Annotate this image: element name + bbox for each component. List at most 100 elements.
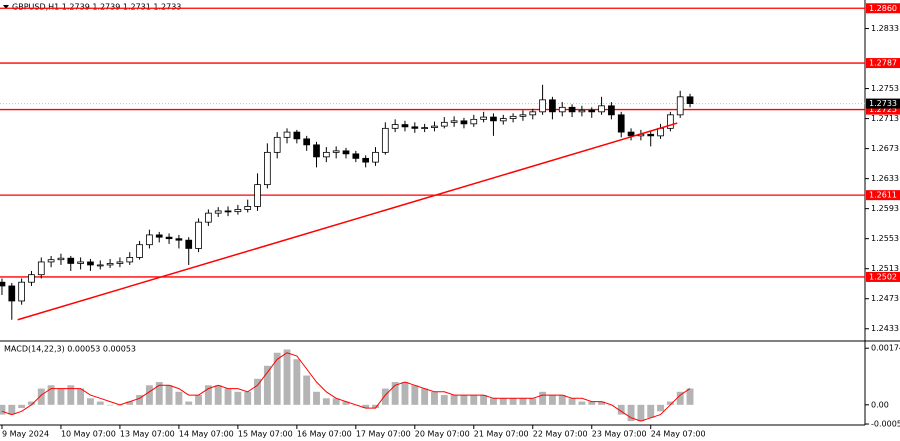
- candle-body: [450, 120, 458, 123]
- macd-bar: [637, 404, 645, 422]
- candle-body: [254, 184, 261, 207]
- macd-bar: [450, 395, 458, 405]
- candle-body: [67, 257, 75, 264]
- candle-body: [342, 150, 350, 155]
- candle-body: [411, 126, 419, 129]
- candle-body: [617, 114, 625, 133]
- candle-body: [381, 127, 389, 153]
- candle-body: [57, 257, 65, 261]
- macd-bar: [480, 395, 488, 405]
- candle-body: [480, 116, 487, 120]
- x-tick-label: 16 May 07:00: [297, 430, 352, 439]
- candle-body: [568, 106, 576, 113]
- y-tick-label: 1.2433: [871, 324, 899, 333]
- macd-bar: [195, 395, 202, 405]
- macd-bar: [283, 349, 291, 405]
- macd-bar: [558, 395, 566, 405]
- y-tick-label: -0.00059: [871, 420, 900, 429]
- candle-body: [549, 99, 556, 113]
- candle-body: [322, 151, 330, 158]
- macd-bar: [509, 398, 517, 405]
- current-price-box: [866, 98, 900, 109]
- macd-bar: [342, 401, 350, 405]
- candle-body: [490, 116, 497, 122]
- candle-body: [588, 109, 596, 113]
- macd-bar: [499, 398, 507, 405]
- x-tick-label: 21 May 07:00: [474, 430, 529, 439]
- macd-bar: [145, 385, 153, 405]
- macd-bar: [273, 352, 281, 405]
- macd-bar: [234, 391, 242, 405]
- macd-bar: [401, 382, 409, 405]
- macd-bar: [37, 388, 45, 405]
- candle-body: [0, 281, 6, 287]
- current-price-label: 1.2733: [869, 99, 897, 108]
- macd-bar: [185, 401, 193, 405]
- candle-body: [667, 114, 674, 129]
- level-label-box: [866, 58, 900, 69]
- level-label: 1.2611: [869, 191, 897, 200]
- macd-bar: [175, 391, 183, 405]
- macd-bar: [372, 404, 379, 409]
- macd-bar: [381, 388, 389, 405]
- candle-body: [244, 206, 252, 210]
- macd-bar: [57, 388, 65, 405]
- candle-body: [185, 239, 193, 249]
- chart-title: GBPUSD,H1 1.2739 1.2739 1.2731 1.2733: [12, 3, 181, 12]
- macd-bar: [254, 378, 261, 405]
- level-label-box: [866, 104, 900, 115]
- y-tick-label: 1.2833: [871, 24, 899, 33]
- y-tick-label: 1.2553: [871, 234, 899, 243]
- candle-body: [136, 244, 143, 258]
- macd-bar: [136, 395, 144, 405]
- macd-bar: [627, 404, 635, 422]
- macd-bar: [578, 401, 586, 405]
- candle-body: [18, 281, 25, 302]
- y-tick-label: 1.2473: [871, 294, 899, 303]
- macd-bar: [539, 391, 547, 405]
- macd-bar: [28, 401, 35, 405]
- macd-bar: [548, 395, 556, 405]
- macd-bar: [303, 375, 311, 405]
- candle-body: [440, 121, 448, 127]
- macd-bar: [460, 395, 468, 405]
- candle-body: [8, 285, 16, 302]
- candle-body: [460, 120, 468, 125]
- macd-bar: [18, 404, 26, 409]
- candle-body: [372, 151, 379, 163]
- candle-body: [391, 124, 399, 129]
- macd-bar: [293, 359, 301, 405]
- macd-bar: [411, 385, 419, 405]
- candle-body: [676, 96, 684, 116]
- candle-body: [332, 150, 340, 153]
- macd-bar: [362, 404, 370, 409]
- y-tick-label: 1.2753: [871, 84, 899, 93]
- candle-body: [264, 151, 271, 186]
- macd-bar: [686, 388, 694, 405]
- macd-bar: [568, 398, 576, 405]
- macd-bar: [657, 404, 664, 412]
- macd-bar: [244, 391, 252, 405]
- x-tick-label: 14 May 07:00: [179, 430, 234, 439]
- candle-body: [470, 118, 478, 125]
- candle-body: [234, 209, 242, 213]
- x-tick-label: 10 May 07:00: [61, 430, 116, 439]
- candle-body: [421, 127, 428, 129]
- x-tick-label: 23 May 07:00: [592, 430, 647, 439]
- y-tick-label: 1.2673: [871, 144, 899, 153]
- macd-bar: [322, 398, 330, 405]
- candle-body: [96, 264, 104, 267]
- macd-bar: [647, 404, 655, 418]
- candle-body: [165, 236, 173, 240]
- y-tick-label: 0.00174: [871, 344, 900, 353]
- macd-bar: [676, 391, 684, 405]
- candle-body: [106, 263, 114, 266]
- x-tick-label: 24 May 07:00: [651, 430, 706, 439]
- macd-bar: [332, 398, 340, 405]
- macd-bar: [96, 401, 104, 405]
- candle-body: [627, 131, 635, 137]
- y-tick-label: 1.2633: [871, 174, 899, 183]
- macd-bar: [47, 385, 55, 405]
